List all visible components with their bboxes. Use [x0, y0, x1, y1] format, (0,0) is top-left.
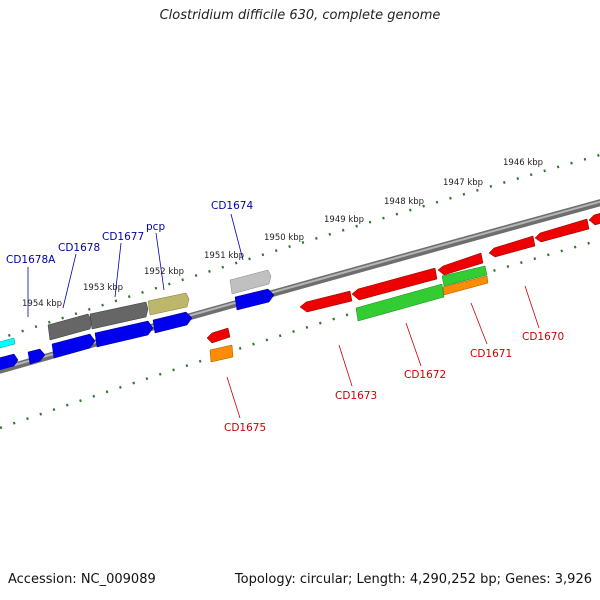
- gene-label-cd1674[interactable]: CD1674: [211, 200, 253, 212]
- gene-cd1672-green[interactable]: [355, 283, 445, 322]
- kbp-label-1950: 1950 kbp: [264, 233, 304, 243]
- gene-blue-1[interactable]: [0, 353, 19, 371]
- gene-cd1671-green[interactable]: [441, 265, 488, 287]
- gene-red-right3[interactable]: [588, 212, 600, 226]
- gene-blue-4[interactable]: [94, 320, 154, 348]
- gene-label-cd1670[interactable]: CD1670: [522, 331, 564, 343]
- kbp-label-1952: 1952 kbp: [144, 267, 184, 277]
- kbp-label-1948: 1948 kbp: [384, 197, 424, 207]
- leader-cd1678: [62, 253, 77, 309]
- gene-cd1675-orange[interactable]: [209, 344, 234, 363]
- gene-blue-3[interactable]: [51, 333, 96, 359]
- gene-cd1678-dark[interactable]: [47, 313, 93, 341]
- leader-cd1672: [405, 322, 422, 367]
- kbp-label-1951: 1951 kbp: [204, 251, 244, 261]
- gene-label-cd1671[interactable]: CD1671: [470, 348, 512, 360]
- leader-cd1670: [524, 285, 540, 329]
- topology-text: Topology: circular; Length: 4,290,252 bp…: [234, 572, 592, 587]
- gene-red-right1[interactable]: [488, 235, 536, 258]
- leader-pcp: [155, 232, 165, 291]
- gene-cd1677-dark[interactable]: [89, 301, 149, 330]
- gene-label-cd1677[interactable]: CD1677: [102, 231, 144, 243]
- gene-label-cd1678[interactable]: CD1678: [58, 242, 100, 254]
- map-title: Clostridium difficile 630, complete geno…: [159, 8, 441, 23]
- gene-blue-2[interactable]: [27, 348, 46, 365]
- gene-cd1673-red[interactable]: [299, 290, 353, 313]
- leader-cd1674: [230, 213, 244, 261]
- kbp-label-1954: 1954 kbp: [22, 299, 62, 309]
- gene-label-cd1672[interactable]: CD1672: [404, 369, 446, 381]
- gene-label-cd1678a[interactable]: CD1678A: [6, 254, 56, 266]
- gene-pcp-khaki[interactable]: [147, 292, 190, 316]
- kbp-label-1946: 1946 kbp: [503, 158, 543, 168]
- gene-label-pcp[interactable]: pcp: [146, 221, 165, 233]
- gene-red-long[interactable]: [351, 267, 438, 301]
- gene-red-right2[interactable]: [534, 218, 590, 243]
- gene-label-cd1675[interactable]: CD1675: [224, 422, 266, 434]
- accession-text: Accession: NC_009089: [8, 572, 156, 587]
- leader-cd1673: [338, 344, 353, 387]
- gene-cd1674-lightgray[interactable]: [229, 269, 272, 295]
- gene-red-small[interactable]: [206, 327, 231, 344]
- leader-cd1677: [114, 242, 122, 298]
- kbp-label-1947: 1947 kbp: [443, 178, 483, 188]
- gene-blue-5[interactable]: [152, 311, 193, 334]
- gene-cd1678a-cyan[interactable]: [0, 337, 16, 349]
- gene-cd1671-orange[interactable]: [442, 275, 489, 296]
- kbp-label-1953: 1953 kbp: [83, 283, 123, 293]
- kbp-label-1949: 1949 kbp: [324, 215, 364, 225]
- leader-cd1675: [226, 376, 241, 419]
- gene-label-cd1673[interactable]: CD1673: [335, 390, 377, 402]
- gene-red-mid[interactable]: [437, 252, 484, 276]
- leader-cd1671: [470, 302, 488, 345]
- gene-blue-6[interactable]: [234, 288, 275, 311]
